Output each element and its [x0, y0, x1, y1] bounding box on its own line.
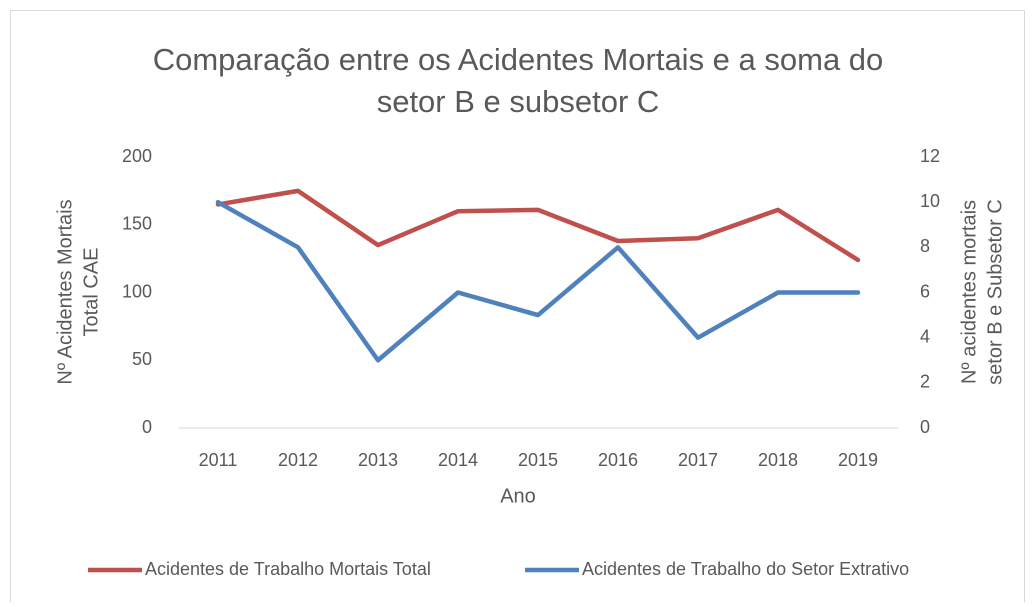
y2-axis-title: Nº acidentes mortais: [958, 200, 980, 384]
x-tick-label: 2016: [598, 450, 638, 470]
y-tick-label: 100: [122, 281, 152, 301]
y2-tick-label: 0: [920, 417, 930, 437]
y2-tick-label: 4: [920, 326, 930, 346]
legend-label: Acidentes de Trabalho do Setor Extrativo: [582, 559, 909, 579]
y-tick-label: 150: [122, 214, 152, 234]
y2-tick-label: 12: [920, 146, 940, 166]
x-tick-label: 2012: [278, 450, 318, 470]
x-axis-title: Ano: [500, 485, 536, 507]
y-tick-label: 200: [122, 146, 152, 166]
y2-tick-label: 8: [920, 236, 930, 256]
y-axis-title: Total CAE: [80, 248, 102, 337]
y-tick-label: 50: [132, 349, 152, 369]
chart-title: Comparação entre os Acidentes Mortais e …: [153, 42, 884, 77]
x-tick-label: 2017: [678, 450, 718, 470]
y2-tick-label: 6: [920, 281, 930, 301]
y2-tick-label: 10: [920, 191, 940, 211]
legend-label: Acidentes de Trabalho Mortais Total: [145, 559, 431, 579]
chart-title: setor B e subsetor C: [377, 84, 660, 119]
x-tick-label: 2013: [358, 450, 398, 470]
y-axis-title: Nº Acidentes Mortais: [54, 199, 76, 384]
series-line: [215, 199, 861, 363]
y2-tick-label: 2: [920, 372, 930, 392]
y2-axis-title: setor B e Subsetor C: [984, 199, 1006, 385]
x-tick-label: 2015: [518, 450, 558, 470]
x-tick-label: 2019: [838, 450, 878, 470]
x-tick-label: 2014: [438, 450, 478, 470]
y-tick-label: 0: [142, 417, 152, 437]
x-tick-label: 2011: [199, 450, 238, 470]
series-line: [215, 188, 861, 263]
x-tick-label: 2018: [758, 450, 798, 470]
